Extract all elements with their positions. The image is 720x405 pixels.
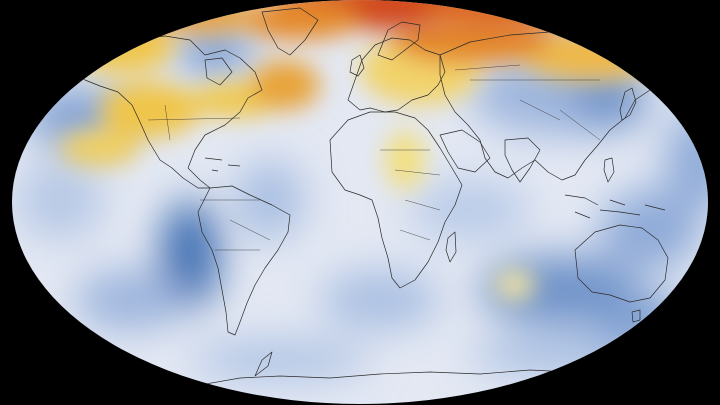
british-isles-outline	[349, 54, 365, 77]
cold-patch	[160, 200, 220, 310]
cold-patch	[190, 340, 370, 380]
antarctic-peninsula-outline	[254, 351, 273, 377]
warm-patch	[250, 60, 320, 110]
south-america-outline	[197, 185, 291, 336]
scandinavia-outline	[377, 21, 421, 61]
greenland-outline	[261, 7, 319, 56]
cold-patch	[75, 270, 185, 330]
japan-outline	[619, 87, 637, 121]
country-borders	[147, 64, 601, 251]
warm-patch	[60, 130, 140, 166]
madagascar-outline	[445, 231, 457, 263]
australia-outline	[574, 224, 669, 303]
caribbean-islands	[204, 157, 241, 172]
warm-patch	[385, 130, 425, 190]
philippines-outline	[603, 157, 615, 183]
warm-patch	[495, 270, 535, 300]
north-america-outline	[59, 35, 263, 189]
cold-patch	[235, 160, 305, 240]
cold-patch	[15, 160, 105, 240]
europe-outline	[347, 37, 446, 113]
cold-patch	[410, 180, 530, 240]
arabia-outline	[439, 129, 491, 173]
indonesia-outline	[564, 194, 666, 219]
cold-patch	[320, 270, 440, 330]
cold-patch	[600, 190, 700, 270]
cold-patch	[575, 70, 645, 130]
tasmania-outline	[631, 309, 641, 323]
hot-patch	[240, 0, 360, 40]
cold-patch	[175, 24, 255, 76]
africa-outline	[329, 111, 463, 289]
cold-patch	[665, 110, 708, 210]
hudson-bay-outline	[204, 57, 233, 86]
india-outline	[504, 137, 541, 183]
warm-patch	[100, 82, 200, 138]
